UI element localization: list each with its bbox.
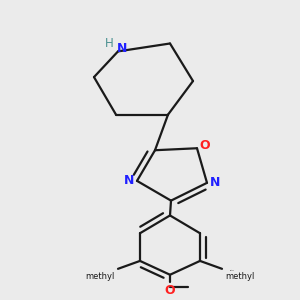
- Text: N: N: [210, 176, 220, 189]
- Text: O: O: [199, 139, 210, 152]
- Text: methyl: methyl: [85, 272, 115, 281]
- Text: N: N: [124, 174, 134, 188]
- Text: H: H: [105, 37, 114, 50]
- Text: O: O: [165, 284, 175, 297]
- Text: N: N: [117, 42, 128, 55]
- Text: methyl: methyl: [225, 272, 254, 281]
- Text: methyl: methyl: [230, 270, 234, 271]
